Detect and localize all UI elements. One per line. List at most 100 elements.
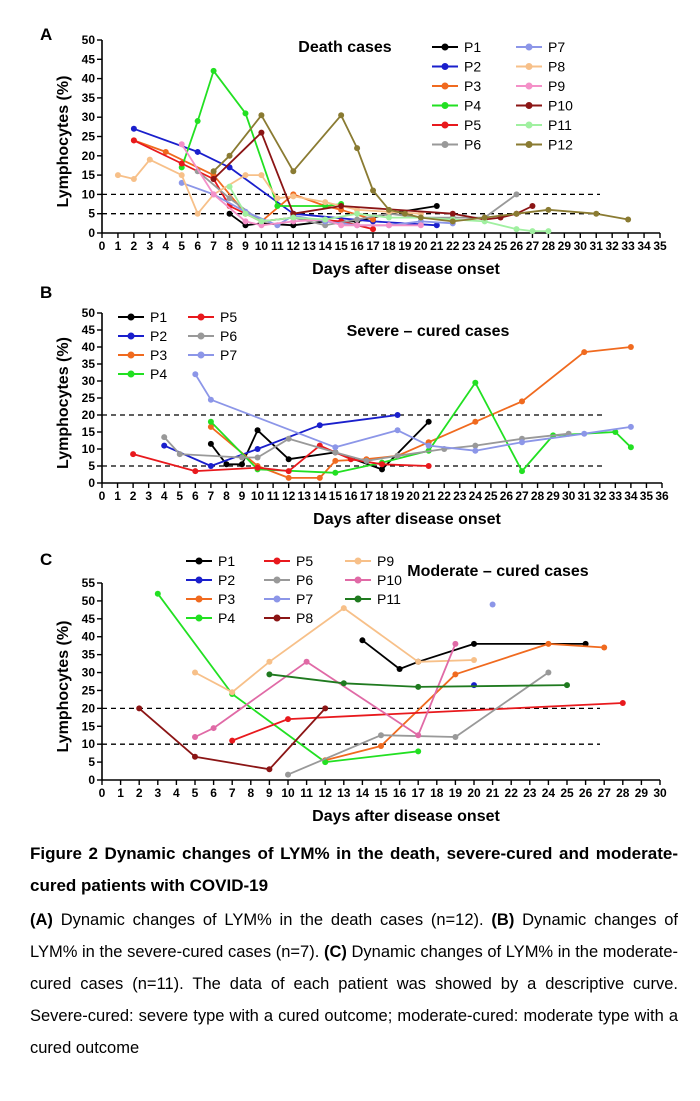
panel-b-y-tick-label: 40 [82, 340, 96, 354]
panel-c-x-tick-label: 3 [154, 786, 161, 800]
panel-a-data-point [338, 112, 345, 119]
panel-a-data-point [226, 195, 233, 202]
panel-a-x-tick-label: 23 [462, 239, 476, 253]
panel-b-x-tick-label: 10 [251, 489, 265, 503]
panel-a-y-tick-label: 15 [82, 168, 96, 182]
panel-b-x-tick-label: 11 [267, 489, 280, 503]
panel-b-x-tick-label: 6 [192, 489, 199, 503]
panel-c-x-tick-label: 14 [356, 786, 370, 800]
panel-a-data-point [449, 210, 456, 217]
panel-c-data-point [285, 716, 291, 723]
panel-a-data-point [338, 202, 345, 209]
legend-swatch-marker [441, 82, 449, 90]
panel-b-x-tick-label: 14 [313, 489, 327, 503]
panel-c-x-tick-label: 9 [266, 786, 273, 800]
panel-b-x-tick-label: 36 [655, 489, 669, 503]
panel-a-letter: A [40, 25, 52, 44]
panel-a-data-point [545, 206, 552, 213]
legend-swatch-marker [525, 121, 533, 129]
caption-label-c: (C) [323, 943, 347, 961]
legend-swatch-marker [197, 351, 205, 359]
panel-c-legend-item-p6: P6 [264, 572, 313, 588]
panel-c-series-p10 [192, 640, 459, 741]
panel-a-data-point [178, 172, 185, 179]
panel-c-x-tick-label: 16 [393, 786, 407, 800]
panel-b-x-tick-label: 28 [531, 489, 545, 503]
legend-swatch-marker [354, 576, 362, 584]
panel-a-data-point [370, 216, 377, 223]
panel-c-x-tick-label: 13 [337, 786, 351, 800]
panel-b-legend-item-p3: P3 [118, 347, 167, 363]
panel-b-data-point [425, 463, 432, 469]
panel-c-y-tick-label: 10 [82, 737, 96, 751]
legend-label: P9 [548, 78, 565, 94]
panel-c-legend-item-p1: P1 [186, 553, 235, 569]
panel-a-x-tick-label: 30 [574, 239, 588, 253]
panel-b-data-point [519, 398, 525, 405]
panel-a-data-point [114, 172, 121, 179]
panel-c-x-tick-label: 10 [281, 786, 295, 800]
panel-b-data-point [332, 444, 339, 451]
panel-c-data-point [545, 640, 552, 647]
panel-a-series-line [133, 139, 374, 223]
panel-a-series-p3 [130, 137, 377, 225]
panel-c-series-p3 [322, 640, 608, 764]
panel-a-x-tick-label: 17 [366, 239, 380, 253]
panel-a-data-point [354, 222, 361, 229]
panel-a-series-line [212, 114, 629, 223]
panel-a-data-point [178, 141, 185, 148]
panel-c-data-point [489, 601, 496, 608]
legend-swatch-marker [197, 313, 205, 321]
panel-a-data-point [370, 187, 377, 194]
panel-b-data-point [332, 469, 339, 476]
panel-b-x-tick-label: 19 [391, 489, 405, 503]
panel-b-data-point [223, 461, 230, 468]
legend-label: P6 [220, 328, 237, 344]
panel-a-data-point [258, 129, 265, 136]
panel-c-x-tick-label: 5 [192, 786, 199, 800]
caption-text-a: Dynamic changes of LYM% in the death cas… [52, 911, 492, 929]
panel-a-y-tick-label: 45 [82, 52, 96, 66]
panel-b-x-tick-label: 20 [406, 489, 420, 503]
panel-a-data-point [258, 218, 265, 225]
panel-a-data-point [242, 172, 249, 179]
panel-a-x-tick-label: 35 [653, 239, 667, 253]
panel-a-x-tick-label: 21 [430, 239, 444, 253]
panel-c-x-axis-title: Days after disease onset [312, 808, 500, 825]
panel-c-data-point [229, 689, 236, 696]
panel-c-data-point [285, 771, 291, 778]
panel-b-x-tick-label: 0 [99, 489, 106, 503]
panel-b-data-point [161, 434, 168, 441]
panel-c-x-tick-label: 27 [598, 786, 612, 800]
panel-c-series-line [269, 673, 568, 688]
panel-b-data-point [472, 447, 479, 454]
panel-a-y-tick-label: 25 [82, 130, 96, 144]
panel-c-data-point [359, 637, 366, 644]
legend-label: P3 [464, 78, 481, 94]
panel-b-legend-item-p7: P7 [188, 347, 237, 363]
panel-b-x-tick-label: 8 [223, 489, 230, 503]
panel-a-legend-item-p3: P3 [432, 78, 481, 94]
panel-a-x-tick-label: 3 [146, 239, 153, 253]
panel-a-x-tick-label: 24 [478, 239, 492, 253]
panel-b-y-tick-label: 10 [82, 442, 96, 456]
panel-c-x-tick-label: 23 [523, 786, 537, 800]
panel-c-y-tick-label: 40 [82, 630, 96, 644]
panel-b-x-tick-label: 25 [484, 489, 498, 503]
panel-b-series-p3 [207, 344, 634, 481]
panel-a-data-point [290, 168, 297, 175]
panel-a-data-point [385, 206, 392, 213]
panel-a-legend-item-p12: P12 [516, 137, 573, 153]
panel-a-data-point [513, 191, 520, 198]
panel-a-data-point [322, 199, 329, 206]
panel-c-series-p4 [154, 590, 422, 766]
legend-swatch-marker [195, 595, 203, 603]
panel-c-data-point [154, 590, 161, 597]
panel-c-data-point [322, 759, 329, 766]
panel-c-x-tick-label: 22 [505, 786, 519, 800]
panel-b-data-point [254, 454, 261, 461]
panel-a-data-point [370, 226, 377, 233]
panel-b-data-point [316, 422, 323, 429]
panel-b-data-point [192, 468, 199, 475]
panel-a-data-point [354, 210, 361, 217]
